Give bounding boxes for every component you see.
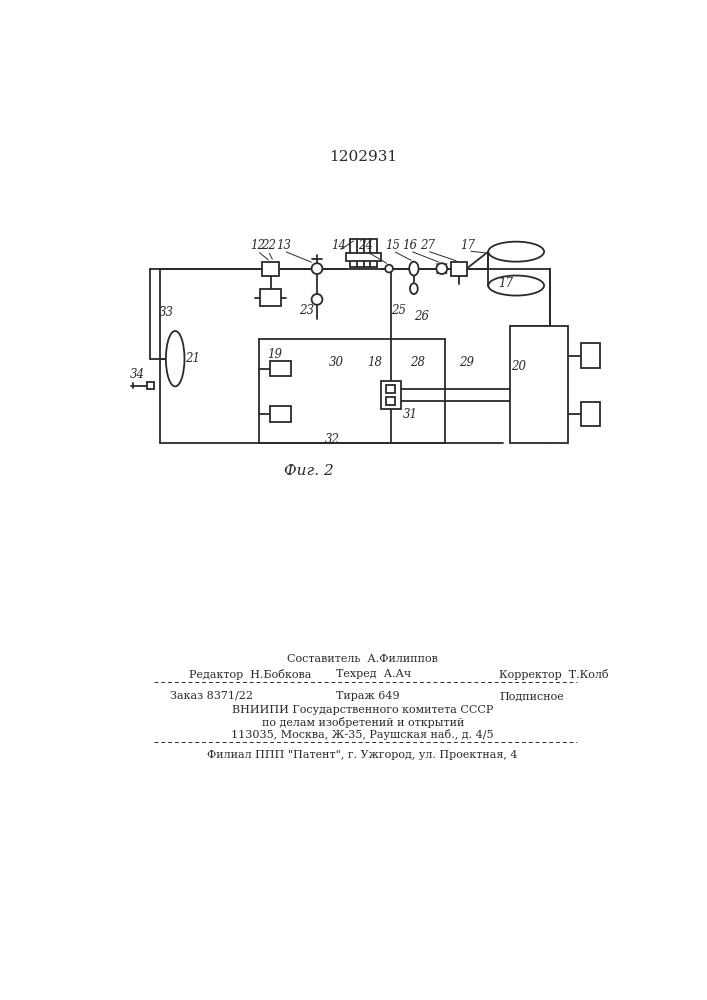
Text: 27: 27 bbox=[419, 239, 435, 252]
Ellipse shape bbox=[312, 263, 322, 274]
Text: Тираж 649: Тираж 649 bbox=[337, 691, 400, 701]
Bar bbox=[270, 361, 291, 376]
Text: ВНИИПИ Государственного комитета СССР: ВНИИПИ Государственного комитета СССР bbox=[232, 705, 493, 715]
Ellipse shape bbox=[312, 294, 322, 305]
Ellipse shape bbox=[436, 263, 448, 274]
Bar bbox=[581, 402, 600, 426]
Bar bbox=[270, 406, 291, 422]
Text: Подписное: Подписное bbox=[499, 691, 564, 701]
Text: 17: 17 bbox=[461, 239, 476, 252]
Bar bbox=[581, 343, 600, 368]
Text: 32: 32 bbox=[325, 433, 340, 446]
Text: 29: 29 bbox=[459, 356, 474, 369]
Bar bbox=[146, 382, 154, 389]
Text: Редактор  Н.Бобкова: Редактор Н.Бобкова bbox=[189, 669, 312, 680]
Text: 16: 16 bbox=[402, 239, 418, 252]
Ellipse shape bbox=[489, 276, 544, 296]
Text: 14: 14 bbox=[331, 239, 346, 252]
Text: 31: 31 bbox=[402, 408, 418, 421]
Text: 24: 24 bbox=[358, 239, 373, 252]
Ellipse shape bbox=[166, 331, 185, 386]
Text: по делам изобретений и открытий: по делам изобретений и открытий bbox=[262, 717, 464, 728]
Text: 17: 17 bbox=[498, 277, 513, 290]
Text: 113035, Москва, Ж-35, Раушская наб., д. 4/5: 113035, Москва, Ж-35, Раушская наб., д. … bbox=[231, 729, 494, 740]
Ellipse shape bbox=[385, 265, 393, 272]
Text: 23: 23 bbox=[300, 304, 315, 317]
Text: 19: 19 bbox=[267, 348, 282, 361]
Bar bbox=[259, 289, 281, 306]
Ellipse shape bbox=[409, 262, 419, 276]
Text: 25: 25 bbox=[391, 304, 406, 317]
Text: Филиал ППП "Патент", г. Ужгород, ул. Проектная, 4: Филиал ППП "Патент", г. Ужгород, ул. Про… bbox=[207, 750, 518, 760]
Bar bbox=[380, 381, 401, 409]
Text: 21: 21 bbox=[185, 352, 201, 365]
Text: 28: 28 bbox=[410, 356, 425, 369]
Text: 34: 34 bbox=[129, 368, 145, 381]
Text: Техред  А.Ач: Техред А.Ач bbox=[337, 669, 411, 679]
Text: Корректор  Т.Колб: Корректор Т.Колб bbox=[499, 669, 609, 680]
Ellipse shape bbox=[489, 242, 544, 262]
Text: 18: 18 bbox=[368, 356, 382, 369]
Ellipse shape bbox=[410, 283, 418, 294]
Text: 13: 13 bbox=[276, 239, 291, 252]
Text: 15: 15 bbox=[385, 239, 400, 252]
Bar bbox=[262, 262, 279, 276]
Bar bbox=[451, 262, 467, 276]
Text: 1202931: 1202931 bbox=[329, 150, 397, 164]
Text: Заказ 8371/22: Заказ 8371/22 bbox=[170, 691, 252, 701]
Text: Фиг. 2: Фиг. 2 bbox=[284, 464, 333, 478]
Bar bbox=[386, 385, 395, 393]
Text: 33: 33 bbox=[158, 306, 173, 319]
Bar bbox=[386, 397, 395, 405]
Text: Составитель  А.Филиппов: Составитель А.Филиппов bbox=[287, 654, 438, 664]
Text: 22: 22 bbox=[261, 239, 276, 252]
Text: 20: 20 bbox=[511, 360, 526, 373]
Text: 26: 26 bbox=[414, 310, 429, 323]
Bar bbox=[510, 326, 568, 443]
Text: 30: 30 bbox=[329, 356, 344, 369]
Text: 12: 12 bbox=[250, 239, 265, 252]
Bar bbox=[346, 253, 380, 261]
